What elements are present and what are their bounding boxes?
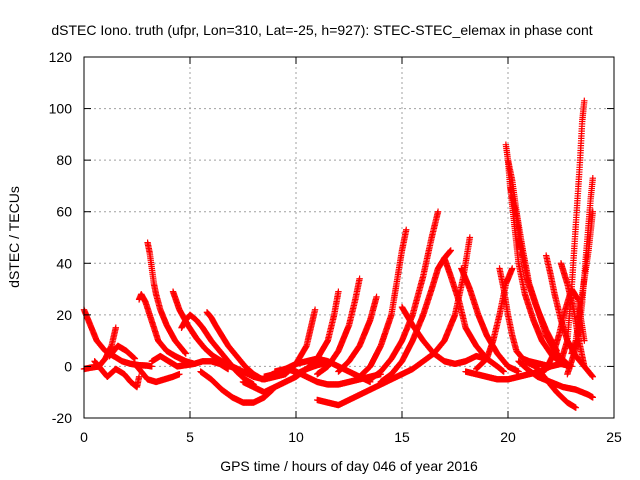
data-point	[572, 404, 580, 411]
series-0	[80, 306, 156, 370]
x-tick-label: 0	[80, 429, 88, 445]
data-point	[581, 97, 588, 105]
plot-frame	[83, 56, 615, 419]
series-24	[398, 303, 490, 368]
data-point	[466, 234, 474, 241]
data-point	[356, 275, 363, 282]
series-19	[335, 293, 380, 375]
series-20	[356, 226, 410, 380]
series-30	[502, 141, 567, 368]
series-33	[515, 358, 596, 401]
y-tick-label: 40	[56, 255, 72, 271]
series-29	[496, 265, 554, 370]
series-15	[271, 365, 384, 388]
data-point	[434, 208, 442, 215]
series-6	[144, 239, 189, 357]
data-point	[581, 363, 588, 370]
data-point	[589, 208, 596, 215]
series-16	[292, 288, 342, 378]
series-2	[91, 358, 143, 391]
data-point	[581, 337, 588, 344]
y-tick-label: 20	[56, 307, 72, 323]
series-12	[229, 306, 319, 383]
data-point	[335, 288, 342, 295]
data-point	[131, 355, 139, 362]
y-tick-label: 100	[49, 101, 73, 117]
x-tick-label: 25	[606, 429, 622, 445]
data-point	[311, 306, 319, 313]
series-4	[133, 363, 183, 386]
x-axis-label: GPS time / hours of day 046 of year 2016	[220, 458, 478, 474]
chart-title: dSTEC Iono. truth (ufpr, Lon=310, Lat=-2…	[51, 22, 592, 38]
series-25	[441, 254, 507, 375]
data-point	[135, 373, 143, 380]
x-tick-label: 5	[186, 429, 194, 445]
y-tick-label: 60	[56, 204, 72, 220]
data-point	[589, 174, 596, 182]
data-point	[589, 394, 596, 401]
series-32	[506, 182, 560, 355]
axis-ticks: 0 5 10 15 20 25 -20 0 20 40 60 80 100 120	[49, 49, 622, 445]
series-11	[197, 368, 276, 406]
data-points	[80, 97, 596, 411]
series-17	[314, 275, 363, 378]
y-tick-label: 0	[64, 358, 72, 374]
series-38	[557, 97, 588, 365]
data-point	[509, 265, 516, 272]
series-7	[148, 352, 232, 373]
x-tick-label: 15	[394, 429, 410, 445]
data-point	[112, 324, 119, 331]
series-3	[106, 342, 139, 362]
series-36	[542, 252, 596, 380]
data-point	[589, 373, 596, 380]
data-point	[176, 370, 183, 378]
data-point	[403, 226, 410, 233]
data-point	[447, 247, 454, 254]
y-tick-label: 120	[49, 49, 73, 65]
series-28	[473, 265, 516, 373]
y-axis-label: dSTEC / TECUs	[6, 186, 22, 288]
y-tick-label: 80	[56, 152, 72, 168]
x-tick-label: 20	[500, 429, 516, 445]
data-point	[373, 293, 380, 301]
data-point	[500, 368, 507, 375]
series-40	[568, 208, 596, 357]
series-22	[377, 247, 454, 386]
x-tick-label: 10	[288, 429, 304, 445]
data-point	[182, 350, 189, 357]
y-tick-label: -20	[52, 410, 72, 426]
